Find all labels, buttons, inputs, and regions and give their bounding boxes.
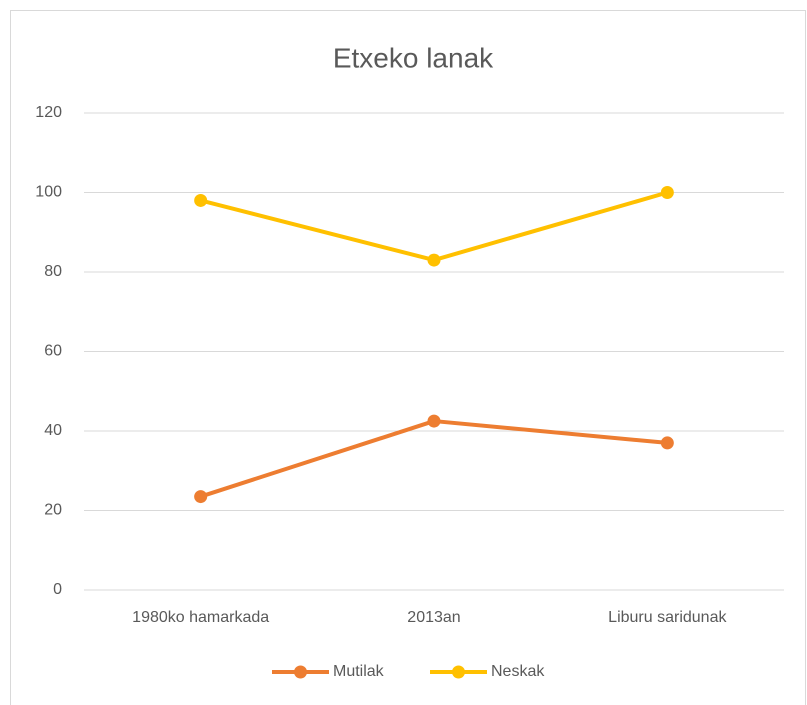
x-tick-label: Liburu saridunak — [608, 609, 727, 626]
data-point — [660, 186, 674, 199]
chart-title: Etxeko lanak — [333, 42, 494, 73]
chart-border — [10, 10, 806, 705]
y-tick-label: 0 — [53, 581, 62, 598]
legend-marker — [452, 665, 465, 679]
data-point — [427, 414, 441, 428]
data-point — [427, 253, 441, 267]
legend-marker — [294, 665, 307, 679]
legend-label: Mutilak — [333, 663, 385, 680]
y-tick-label: 80 — [44, 263, 62, 280]
x-tick-label: 1980ko hamarkada — [132, 609, 269, 626]
y-tick-label: 60 — [44, 343, 62, 360]
data-point — [194, 193, 208, 207]
data-point — [194, 490, 208, 504]
y-tick-label: 100 — [35, 184, 62, 201]
y-tick-label: 40 — [44, 422, 62, 439]
y-tick-label: 20 — [44, 502, 62, 519]
y-tick-label: 120 — [35, 104, 62, 121]
x-tick-label: 2013an — [407, 609, 460, 626]
data-point — [660, 436, 674, 450]
legend-label: Neskak — [491, 663, 545, 680]
